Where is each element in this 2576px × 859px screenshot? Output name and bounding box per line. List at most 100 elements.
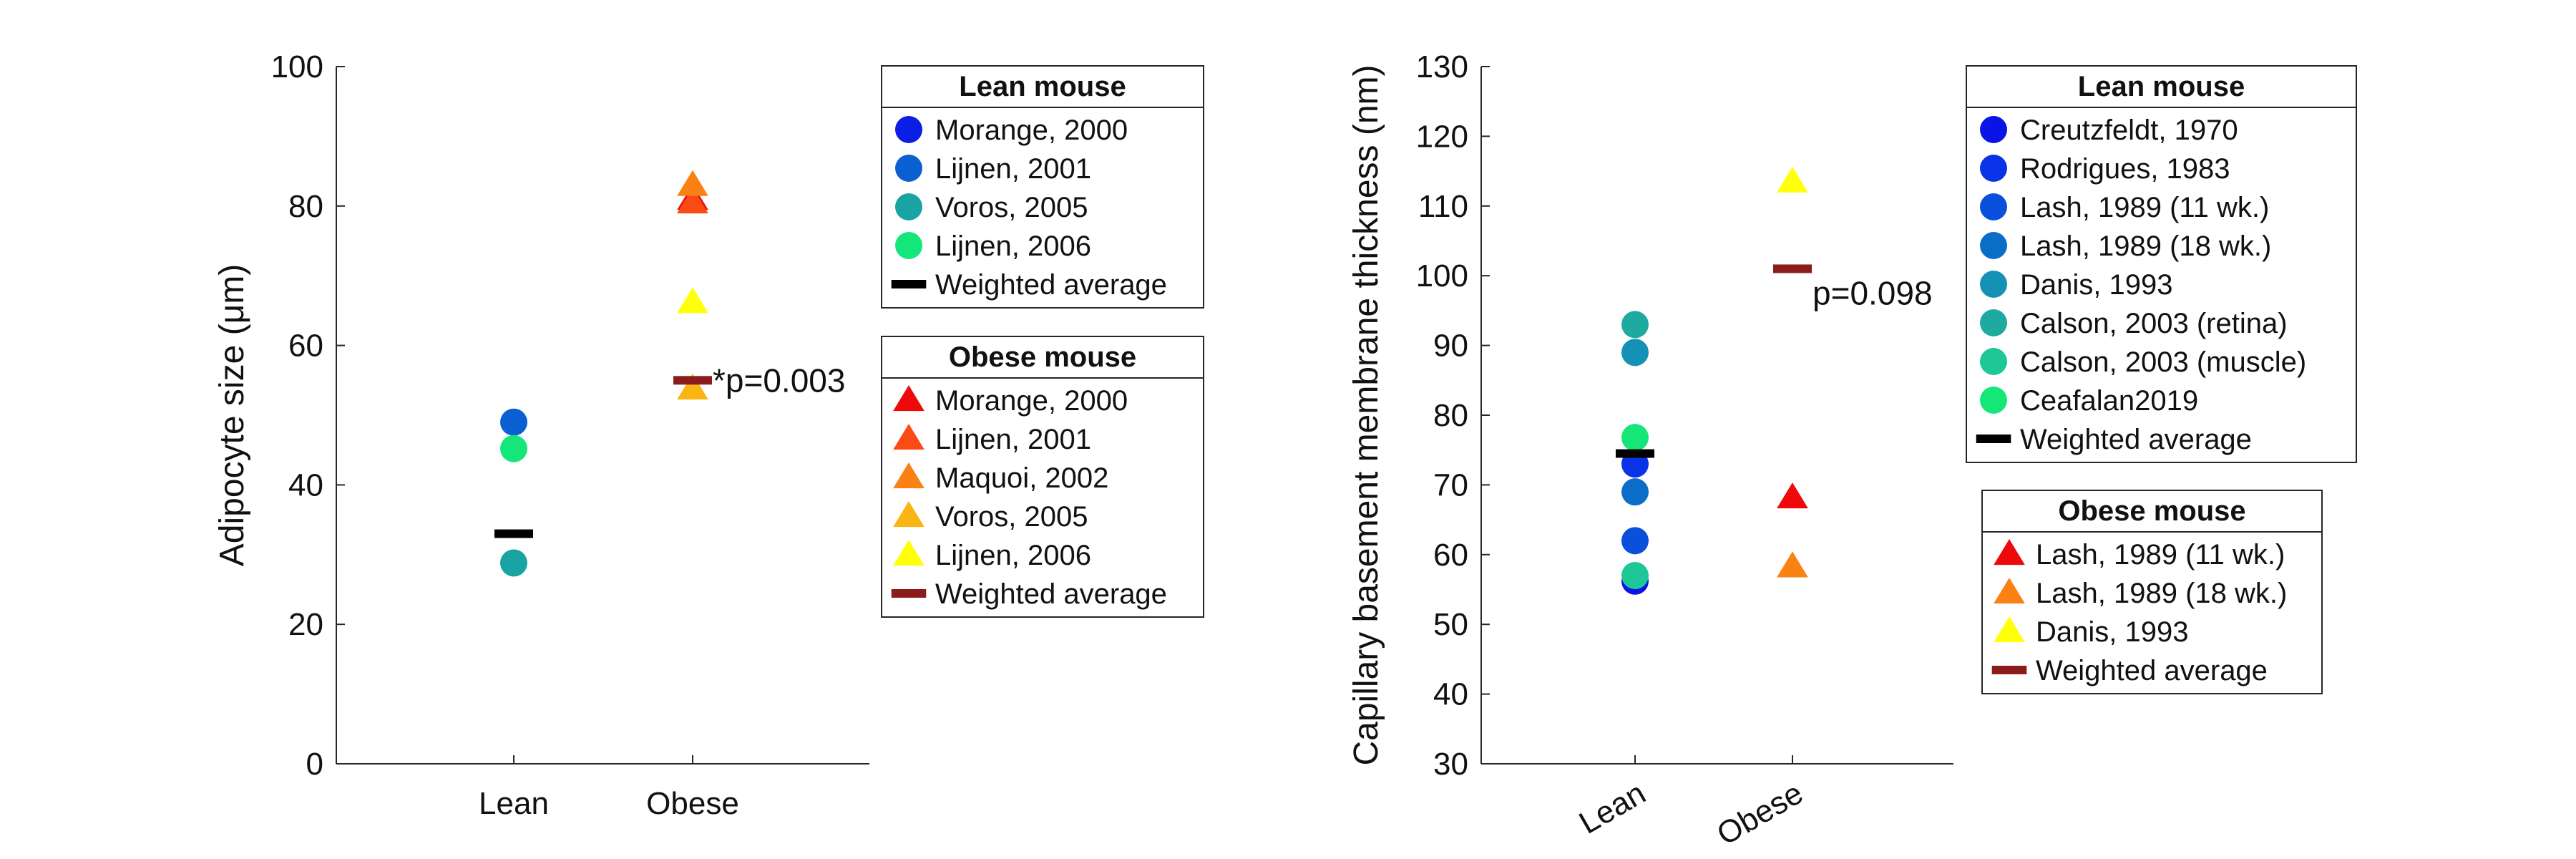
y-tick-label: 80 <box>288 189 323 224</box>
data-point-obese-9 <box>677 287 708 314</box>
legend-entry-label: Rodrigues, 1983 <box>2020 153 2230 185</box>
legend-title: Obese mouse <box>949 341 1136 373</box>
y-axis-title: Adipocyte size (μm) <box>213 264 251 566</box>
y-tick-label: 100 <box>271 49 323 84</box>
x-tick-label-lean: Lean <box>1574 775 1652 840</box>
legend-entry-label: Lash, 1989 (18 wk.) <box>2036 578 2287 609</box>
y-axis-title: Capillary basement membrane thickness (n… <box>1347 64 1385 765</box>
legend-entry-label: Creutzfeldt, 1970 <box>2020 115 2238 146</box>
legend-title: Obese mouse <box>2058 495 2245 527</box>
legend-entry-label: Weighted average <box>935 578 1167 610</box>
legend-entry-label: Lash, 1989 (11 wk.) <box>2020 192 2269 223</box>
legend-marker <box>1980 155 2007 182</box>
legend-entry-label: Voros, 2005 <box>935 501 1088 533</box>
legend-marker <box>893 424 924 450</box>
data-point-obese-8 <box>677 374 708 400</box>
legend-entry-label: Lijnen, 2001 <box>935 424 1091 455</box>
legend-marker <box>891 589 927 598</box>
significance-annotation: p=0.098 <box>1813 274 1933 311</box>
legend-title: Lean mouse <box>959 71 1126 102</box>
legend-marker <box>895 116 922 143</box>
y-tick-label: 40 <box>288 467 323 503</box>
legend-marker <box>1980 271 2007 298</box>
legend-title: Lean mouse <box>2078 71 2245 102</box>
legend-obese: Obese mouse Morange, 2000 Lijnen, 2001 Maqu… <box>881 336 1204 618</box>
legend-marker <box>1980 387 2007 414</box>
data-point-lean-3 <box>1621 478 1649 506</box>
legend-entry-label: Lash, 1989 (18 wk.) <box>2020 230 2271 262</box>
chart-panel-1: 0 20 40 60 80 100 Lean Obese Adipocyte size (μm)… <box>213 49 1204 821</box>
legend-box <box>881 65 1204 309</box>
y-tick-label: 0 <box>306 747 323 782</box>
legend-entry-label: Lijnen, 2006 <box>935 230 1091 262</box>
legend-entry-label: Morange, 2000 <box>935 385 1128 417</box>
legend-marker <box>1976 435 2011 443</box>
legend-lean: Lean mouse Creutzfeldt, 1970 Rodrigues, 19… <box>1966 65 2357 463</box>
legend-entry-label: Danis, 1993 <box>2036 616 2188 648</box>
legend-marker <box>1980 348 2007 375</box>
legend-entry-label: Ceafalan2019 <box>2020 385 2198 417</box>
data-point-lean-1 <box>500 408 527 436</box>
legend-marker <box>1991 666 2027 674</box>
legend-entry-label: Maquoi, 2002 <box>935 462 1108 494</box>
legend-marker <box>1994 539 2025 566</box>
legend-entry-label: Weighted average <box>2036 655 2268 686</box>
legend-marker <box>1980 116 2007 143</box>
legend-entry-label: Lijnen, 2006 <box>935 540 1091 571</box>
data-point-lean-2 <box>1621 527 1649 555</box>
legend-marker <box>1994 578 2025 604</box>
legend-marker <box>1980 232 2007 259</box>
y-tick-label: 60 <box>288 329 323 364</box>
data-point-obese-11 <box>1777 166 1808 193</box>
legend-marker <box>893 501 924 528</box>
data-point-lean-7 <box>1621 424 1649 452</box>
legend-marker <box>893 540 924 566</box>
y-tick-label: 90 <box>1433 329 1468 364</box>
legend-marker <box>891 280 927 288</box>
data-point-obese-6 <box>677 187 708 214</box>
legend-marker <box>1980 193 2007 220</box>
legend-entry-label: Weighted average <box>2020 424 2252 455</box>
data-point-lean-3 <box>500 435 527 462</box>
legend-marker <box>895 155 922 182</box>
chart-panel-2: 30 40 50 60 70 80 90 100 110 120 130 Lean Obese Capil… <box>1347 49 2357 852</box>
legend-entry-label: Voros, 2005 <box>935 192 1088 223</box>
y-tick-label: 30 <box>1433 747 1468 782</box>
y-tick-label: 120 <box>1416 119 1468 154</box>
x-tick-label-lean: Lean <box>479 786 549 821</box>
legend-box <box>1966 65 2357 463</box>
legend-box <box>1981 490 2323 694</box>
legend-entry-label: Calson, 2003 (muscle) <box>2020 346 2306 378</box>
y-tick-label: 40 <box>1433 677 1468 712</box>
y-tick-label: 20 <box>288 607 323 642</box>
y-tick-label: 130 <box>1416 49 1468 84</box>
data-point-lean-4 <box>1621 339 1649 367</box>
y-tick-label: 70 <box>1433 467 1468 503</box>
data-point-lean-5 <box>1621 311 1649 339</box>
weighted-average-mark-obese <box>673 376 712 385</box>
legend-entry-label: Morange, 2000 <box>935 115 1128 146</box>
weighted-average-mark-lean <box>494 529 533 538</box>
legend-marker <box>1980 309 2007 336</box>
legend-entry-label: Weighted average <box>935 269 1167 301</box>
data-point-lean-2 <box>500 549 527 577</box>
legend-marker <box>893 462 924 489</box>
legend-entry-label: Danis, 1993 <box>2020 269 2172 301</box>
legend-marker <box>893 385 924 412</box>
x-tick-label-obese: Obese <box>646 786 739 821</box>
x-tick-label-obese: Obese <box>1711 775 1809 852</box>
significance-annotation: *p=0.003 <box>713 361 845 399</box>
legend-marker <box>1994 616 2025 643</box>
weighted-average-mark-lean <box>1616 449 1654 458</box>
legend-entry-label: Lash, 1989 (11 wk.) <box>2036 539 2285 571</box>
legend-obese: Obese mouse Lash, 1989 (11 wk.) Lash, 1989… <box>1981 490 2323 694</box>
y-tick-label: 110 <box>1418 189 1468 224</box>
data-point-obese-7 <box>677 170 708 196</box>
y-tick-label: 50 <box>1433 607 1468 642</box>
y-tick-label: 80 <box>1433 398 1468 433</box>
legend-lean: Lean mouse Morange, 2000 Lijnen, 2001 Voros… <box>881 65 1204 309</box>
weighted-average-mark-obese <box>1773 264 1812 273</box>
y-tick-label: 100 <box>1416 258 1468 293</box>
data-point-obese-10 <box>1777 551 1808 578</box>
